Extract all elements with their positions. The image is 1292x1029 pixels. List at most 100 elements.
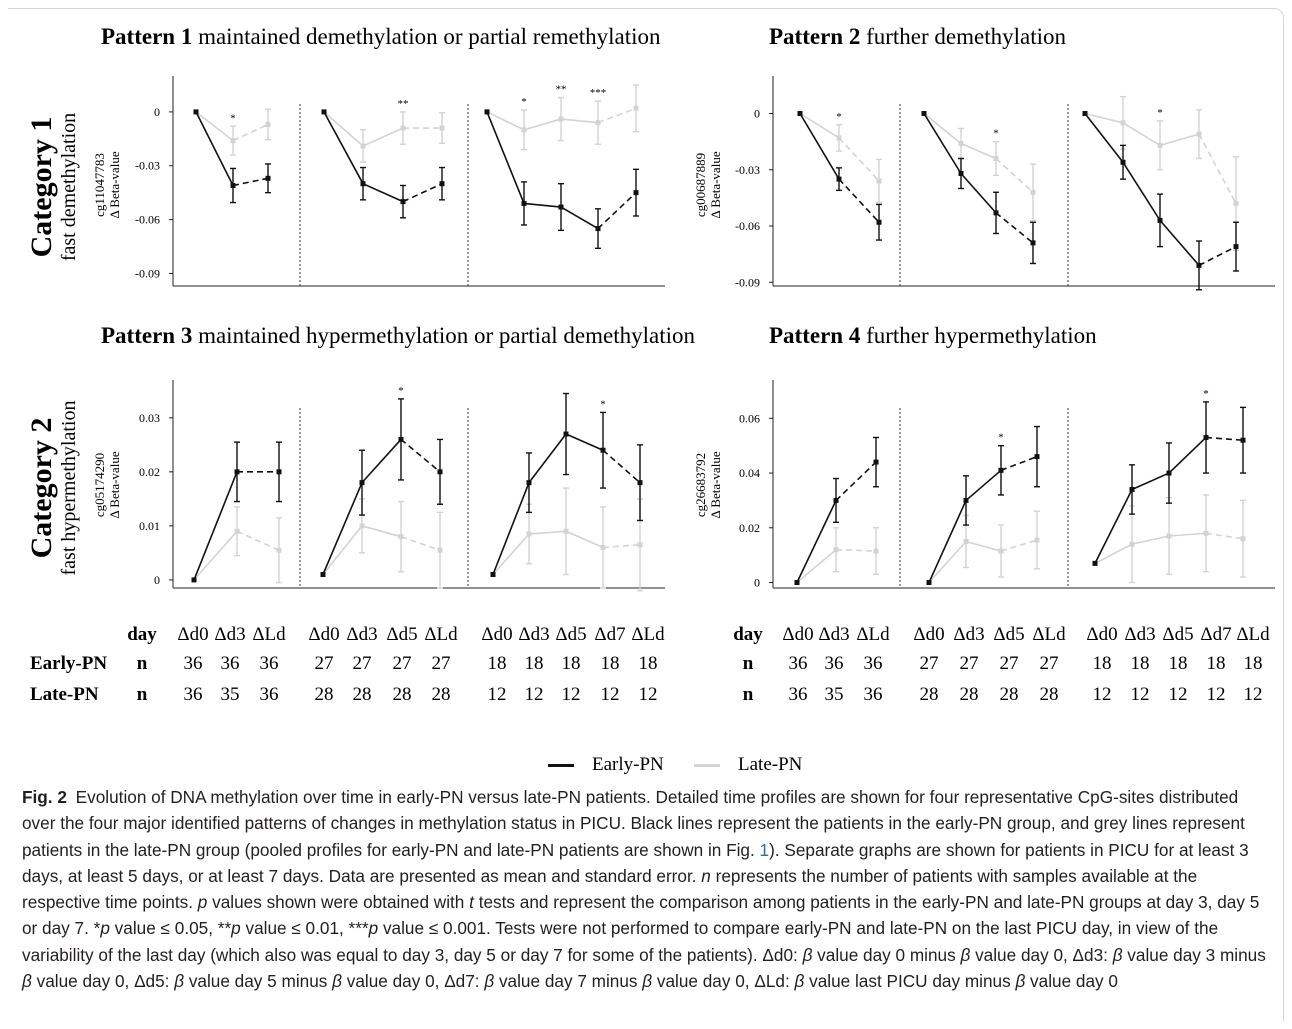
n-table-early-count: 18 [561,653,581,674]
p3-g2-early-segment [361,438,402,484]
n-table-early-count: 18 [524,653,544,674]
p1-g2-early-segment [362,182,404,203]
n-table-day-header: Δd5 [1162,624,1194,645]
p3-g2-early-point [359,480,365,486]
n-table-day-header: Δd3 [953,624,985,645]
n-table-day-label: day [127,624,157,645]
legend: Early-PN Late-PN [0,754,1292,780]
p4-ytick-label: 0 [754,576,760,590]
p1-g3-early-segment [486,111,525,204]
p2-g2-late-point [1030,189,1036,195]
p2-g2-late-segment [960,142,997,160]
p3-g2-early-segment [400,438,441,473]
n-table-day-header: Δd3 [818,624,850,645]
p1-g1-early-point [230,182,236,188]
n-table-early-count: 27 [392,653,412,674]
n-table-row-label-late: Late-PN [30,684,99,705]
p2-g1-early-point [836,176,842,182]
p3-g3-early-segment [528,433,567,484]
figure-1-link[interactable]: 1 [759,839,770,860]
p4-g3-early-point [1166,470,1172,476]
p3-g1-late-segment [236,530,280,551]
p3-g2-late-point [398,534,404,540]
p1-g3-early-segment [523,202,562,208]
p2-g2-early-segment [923,113,962,174]
p4-g1-early-segment [835,461,877,501]
p4-g3-late-segment [1168,532,1207,537]
n-table-late-count: 12 [524,684,544,705]
figure-frame [8,8,1284,1021]
p1-g3-significance-label: *** [590,87,607,99]
panel-2-title: Pattern 2 further demethylation [769,24,1066,49]
p2-g3-early-point [1196,262,1202,268]
p2-g3-late-segment [1198,133,1237,204]
p1-g3-early-point [633,190,639,196]
p2-ytick-label: -0.09 [735,275,760,289]
p4-g2-late-segment [928,540,967,584]
n-table-late-count: 28 [1039,684,1059,705]
p3-g2-early-segment [322,482,363,575]
p3-g1-early-segment [193,471,238,581]
p2-g1-late-segment [799,112,840,139]
p1-g3-significance-label: ** [556,84,567,96]
n-table-early-count: 36 [863,653,883,674]
p1-g2-early-segment [323,111,364,185]
panel-1-title: Pattern 1 maintained demethylation or pa… [101,24,661,49]
p1-g3-early-point [484,109,490,115]
n-table-early-count: 18 [1168,653,1188,674]
legend-late-swatch [694,763,720,767]
legend-early-label: Early-PN [592,754,664,775]
n-table-row-label-early: Early-PN [30,653,108,674]
p1-ytick-label: -0.06 [135,213,160,227]
n-table-day-header: Δd7 [594,624,626,645]
p1-g2-late-segment [323,111,364,147]
p4-ytick-label: 0.06 [739,411,760,425]
n-table-early-count: 18 [487,653,507,674]
p1-g1-late-segment [232,123,269,142]
n-table-day-header: Δd3 [1124,624,1156,645]
panel-3-title: Pattern 3 maintained hypermethylation or… [101,323,695,348]
p2-g3-late-point [1196,131,1202,137]
p2-g3-late-segment [1159,133,1200,147]
p2-g2-late-segment [995,157,1034,193]
p3-g3-late-segment [602,543,641,549]
p2-ytick-label: -0.06 [735,219,760,233]
p3-ytick-label: 0.03 [139,411,160,425]
n-table-day-header: Δd0 [1086,624,1118,645]
p1-g3-late-segment [523,118,562,131]
p2-g2-late-segment [923,112,962,145]
p1-g3-late-segment [560,118,599,124]
p2-g3-late-point [1157,142,1163,148]
p3-g2-early-point [437,469,443,475]
p3-g3-late-segment [528,530,567,535]
n-table-day-header: Δd5 [555,624,587,645]
p2-g1-significance-label: * [836,111,842,123]
p3-g3-early-point [526,480,532,486]
p4-g1-early-point [873,459,879,465]
n-table-early-count: 27 [1039,653,1059,674]
p4-g2-late-point [963,538,969,544]
p3-g3-significance-label: * [600,398,606,410]
n-table-day-header: Δd0 [177,624,209,645]
p3-g2-late-point [437,547,443,553]
p2-g3-early-segment [1159,219,1200,266]
n-table-day-header: ΔLd [424,624,458,645]
p1-g3-early-segment [560,206,599,230]
p1-g2-early-segment [402,182,443,203]
p1-g2-significance-label: ** [398,98,409,110]
p3-g3-early-segment [565,433,604,451]
n-table-day-header: Δd3 [214,624,246,645]
p4-g3-late-point [1166,533,1172,539]
p2-g1-late-point [876,178,882,184]
p3-g2-early-point [398,436,404,442]
n-table-early-count: 18 [1092,653,1112,674]
p2-g1-late-point [836,135,842,141]
n-table-late-count: 28 [352,684,372,705]
p3-g3-early-point [600,447,606,453]
p1-g2-early-point [360,181,366,187]
p2-g2-late-point [993,156,999,161]
p1-g3-late-segment [486,111,525,131]
p4-g3-early-segment [1131,472,1170,491]
p2-g2-significance-label: * [993,128,999,140]
p2-g1-early-segment [838,178,880,223]
